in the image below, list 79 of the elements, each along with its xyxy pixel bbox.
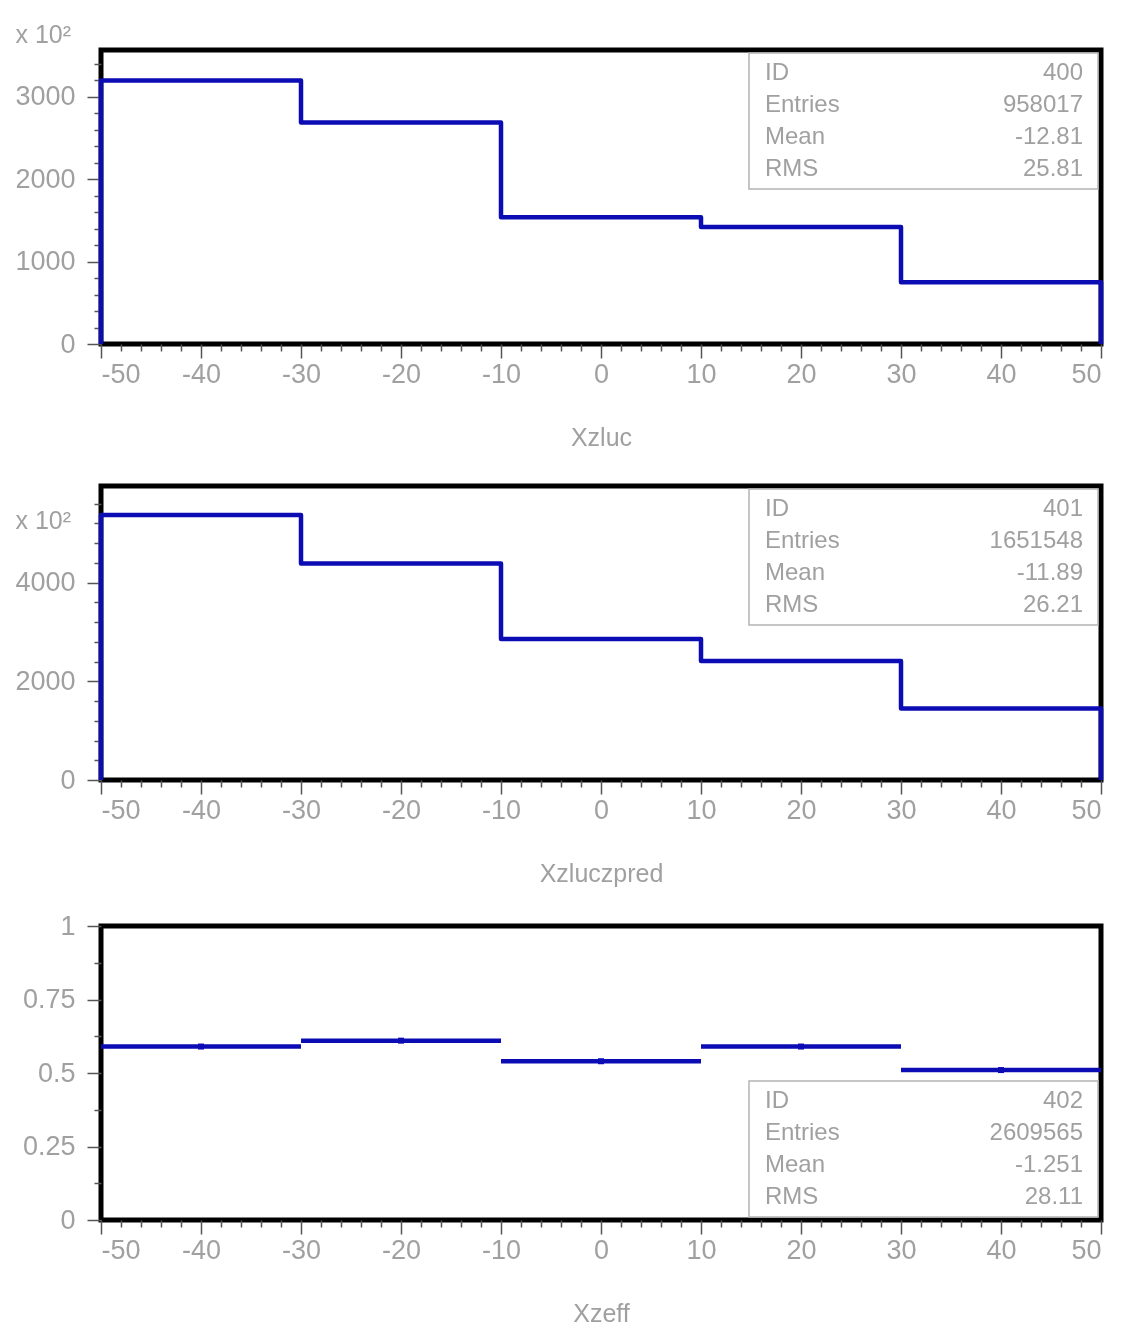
y-axis-title: x 10² — [15, 506, 72, 535]
y-tick-label: 2000 — [15, 163, 76, 194]
y-tick-label: 0 — [60, 328, 76, 359]
x-tick-label: -10 — [481, 1234, 522, 1265]
x-tick-label: 50 — [1071, 358, 1102, 389]
x-tick-label: 40 — [986, 358, 1017, 389]
annotation: Entries — [765, 90, 840, 117]
x-tick-label: 0 — [593, 794, 610, 825]
x-tick-label: 20 — [786, 1234, 817, 1265]
annotation: 1651548 — [989, 526, 1083, 553]
annotation: Mean — [765, 122, 826, 149]
y-tick-label: 0.25 — [22, 1131, 76, 1161]
annotation: RMS — [765, 1182, 819, 1209]
annotation: 400 — [1042, 58, 1083, 85]
annotation: 402 — [1042, 1086, 1083, 1113]
x-tick-label: 10 — [686, 358, 717, 389]
x-axis-title: Xzluczpred — [539, 858, 664, 887]
annotation: ID — [765, 1086, 789, 1113]
x-tick-label: 20 — [786, 358, 817, 389]
y-tick-label: 0 — [60, 1204, 76, 1235]
y-tick-label: 0 — [60, 764, 76, 795]
annotation: Entries — [765, 526, 840, 553]
annotation: -1.251 — [1014, 1150, 1083, 1177]
point — [398, 1037, 404, 1044]
x-tick-label: -50 — [101, 1234, 141, 1265]
x-axis-title: Xzeff — [573, 1298, 630, 1327]
x-tick-label: 0 — [593, 1234, 610, 1265]
x-tick-label: -30 — [281, 794, 322, 825]
annotation: ID — [765, 58, 789, 85]
point — [798, 1043, 804, 1050]
point — [598, 1058, 604, 1065]
x-tick-label: 20 — [786, 794, 817, 825]
annotation: 958017 — [1002, 90, 1083, 117]
point — [198, 1043, 204, 1050]
annotation: RMS — [765, 590, 819, 617]
annotation: Mean — [765, 558, 826, 585]
y-tick-label: 1000 — [15, 246, 76, 277]
x-tick-label: 0 — [593, 358, 610, 389]
x-tick-label: 50 — [1071, 794, 1102, 825]
x-tick-label: 30 — [886, 1234, 917, 1265]
x-tick-label: 40 — [986, 794, 1017, 825]
y-tick-label: 2000 — [15, 665, 76, 696]
annotation: Mean — [765, 1150, 826, 1177]
annotation: 28.11 — [1024, 1182, 1083, 1209]
x-tick-label: 10 — [686, 1234, 717, 1265]
x-tick-label: -30 — [281, 1234, 322, 1265]
y-tick-label: 0.5 — [37, 1057, 76, 1088]
x-tick-label: -40 — [181, 1234, 222, 1265]
annotation: 26.21 — [1022, 590, 1083, 617]
x-tick-label: -50 — [101, 794, 141, 825]
x-tick-label: -10 — [481, 358, 522, 389]
y-tick-label: 4000 — [15, 567, 76, 598]
x-tick-label: -20 — [381, 358, 422, 389]
y-tick-label: 3000 — [15, 81, 76, 112]
y-tick-label: 0.75 — [22, 984, 76, 1014]
y-tick-label: 1 — [60, 910, 76, 941]
annotation: 401 — [1042, 494, 1083, 521]
x-tick-label: -40 — [181, 358, 222, 389]
annotation: ID — [765, 494, 789, 521]
annotation: -12.81 — [1014, 122, 1083, 149]
annotation: 25.81 — [1022, 154, 1083, 181]
x-axis-title: Xzluc — [570, 422, 633, 451]
x-tick-label: -20 — [381, 1234, 422, 1265]
x-tick-label: 40 — [986, 1234, 1017, 1265]
annotation: RMS — [765, 154, 819, 181]
x-tick-label: -20 — [381, 794, 422, 825]
x-tick-label: 50 — [1071, 1234, 1102, 1265]
annotation: Entries — [765, 1118, 840, 1145]
annotation: -11.89 — [1016, 558, 1083, 585]
x-tick-label: 10 — [686, 794, 717, 825]
x-tick-label: 30 — [886, 358, 917, 389]
annotation: 2609565 — [989, 1118, 1083, 1145]
x-tick-label: -50 — [101, 358, 141, 389]
x-tick-label: -10 — [481, 794, 522, 825]
y-axis-title: x 10² — [15, 20, 72, 49]
x-tick-label: 30 — [886, 794, 917, 825]
x-tick-label: -30 — [281, 358, 322, 389]
point — [998, 1067, 1004, 1074]
x-tick-label: -40 — [181, 794, 222, 825]
